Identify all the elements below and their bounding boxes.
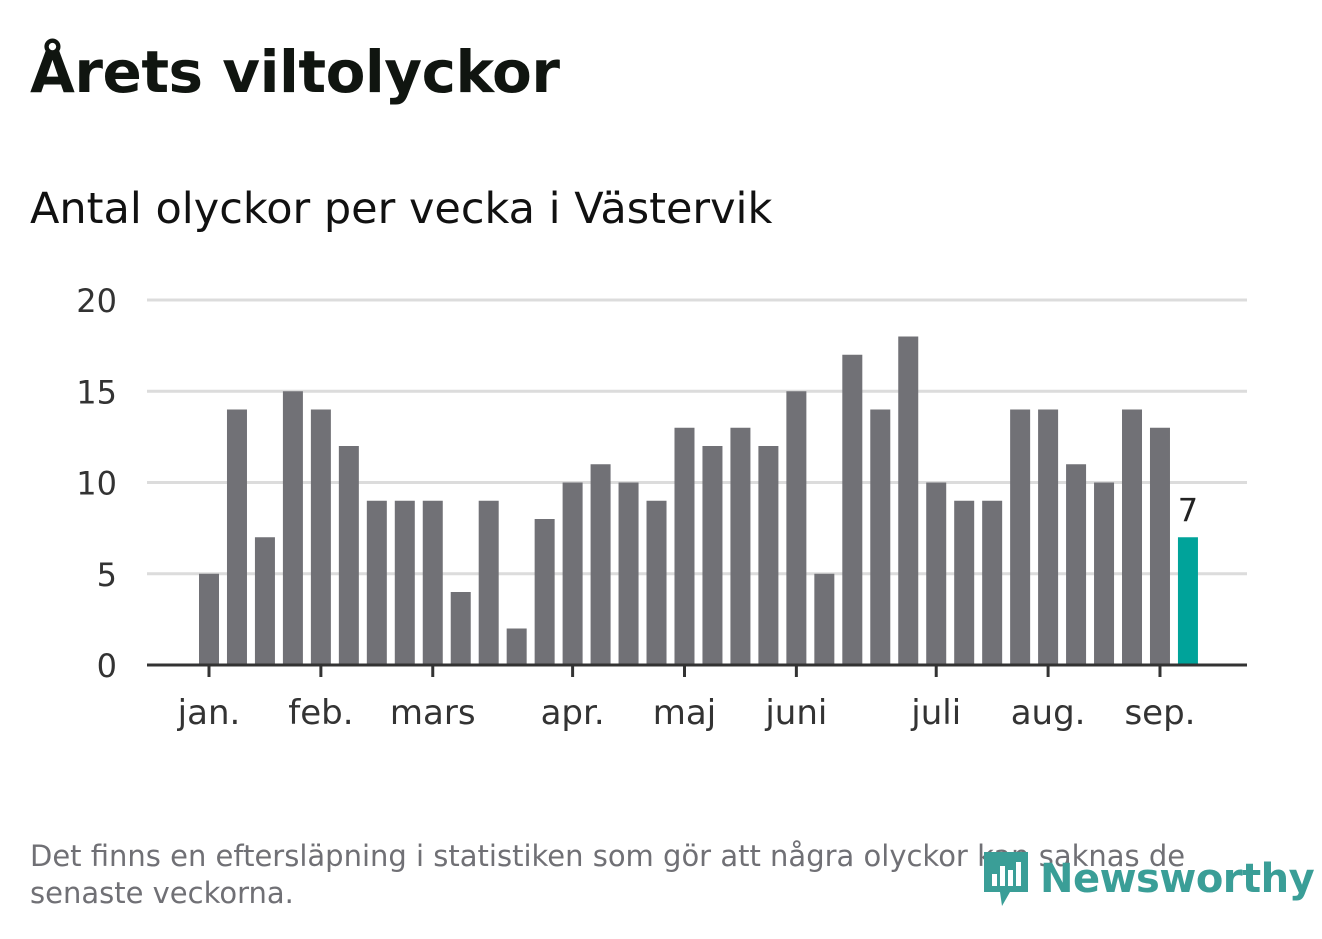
bar <box>618 482 639 665</box>
bar <box>730 427 751 665</box>
x-tick-label: jan. <box>177 693 241 733</box>
bar <box>366 500 387 665</box>
y-axis-ticks: 0 5 10 15 20 <box>76 282 117 685</box>
newsworthy-logo: Newsworthy <box>980 848 1315 910</box>
bar <box>814 573 835 665</box>
x-tick-label: juni <box>764 693 827 733</box>
bar <box>1149 427 1170 665</box>
bar <box>646 500 667 665</box>
bar <box>1010 409 1031 665</box>
bar <box>254 537 275 665</box>
bar <box>422 500 443 665</box>
x-tick-label: aug. <box>1011 693 1086 733</box>
chart-subtitle: Antal olyckor per vecka i Västervik <box>30 184 773 234</box>
bar <box>450 592 471 665</box>
bar <box>982 500 1003 665</box>
bar <box>590 464 611 665</box>
y-tick-label: 15 <box>76 373 117 411</box>
y-tick-label: 10 <box>76 465 117 503</box>
bar <box>478 500 499 665</box>
bar <box>1094 482 1115 665</box>
bar <box>870 409 891 665</box>
bar <box>199 573 219 665</box>
bar <box>954 500 975 665</box>
bar <box>562 482 583 665</box>
bar <box>226 409 247 665</box>
x-axis: jan. feb. mars apr. maj juni juli aug. sep. <box>147 663 1247 733</box>
newsworthy-logo-text: Newsworthy <box>1040 856 1315 902</box>
y-tick-label: 20 <box>76 282 117 320</box>
bar <box>674 427 695 665</box>
bar <box>786 391 807 665</box>
bar <box>1066 464 1087 665</box>
chart-title: Årets viltolyckor <box>30 38 560 106</box>
bar <box>926 482 947 665</box>
bars <box>199 336 1198 665</box>
x-tick-label: sep. <box>1124 693 1195 733</box>
bar <box>534 519 555 665</box>
x-tick-label: feb. <box>288 693 353 733</box>
x-tick-label: juli <box>910 693 961 733</box>
bar <box>898 336 919 665</box>
data-labels: 7 <box>1178 491 1198 529</box>
bar <box>702 446 723 665</box>
bar-highlight <box>1177 537 1198 665</box>
bar <box>842 354 863 665</box>
bar <box>506 628 527 665</box>
bar <box>394 500 415 665</box>
bar <box>758 446 779 665</box>
bar <box>1038 409 1059 665</box>
highlight-value-label: 7 <box>1178 491 1198 529</box>
bar-chart: 0 5 10 15 20 jan. feb. mars apr. maj juni juli aug.… <box>76 282 1247 733</box>
x-tick-label: mars <box>390 693 476 733</box>
newsworthy-logo-icon <box>984 852 1028 906</box>
x-tick-label: apr. <box>541 693 605 733</box>
bar <box>310 409 331 665</box>
y-tick-label: 5 <box>97 556 117 594</box>
x-tick-label: maj <box>653 693 716 733</box>
bar <box>282 391 303 665</box>
bar <box>338 446 359 665</box>
y-tick-label: 0 <box>97 647 117 685</box>
bar <box>1122 409 1143 665</box>
